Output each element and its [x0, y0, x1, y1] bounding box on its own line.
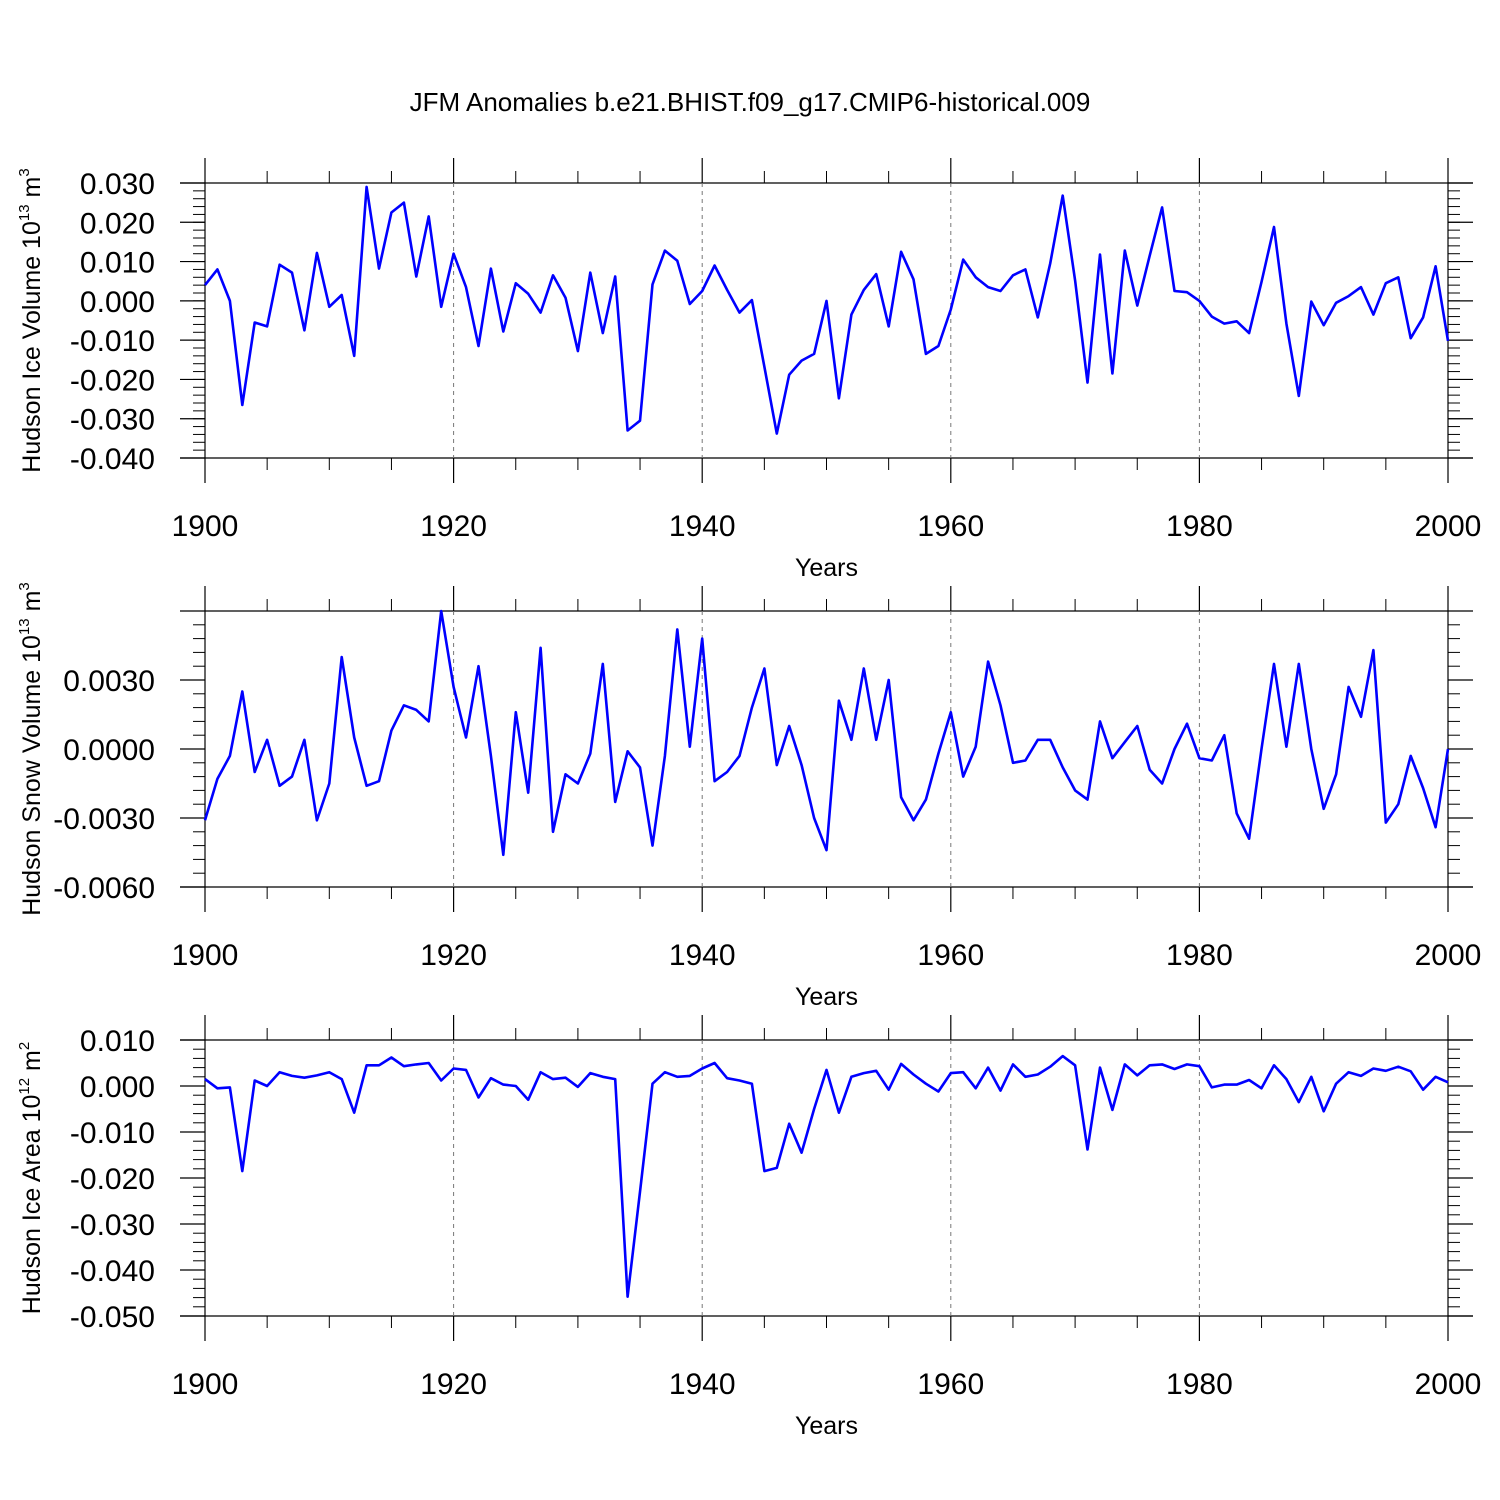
- x-tick-label: 1960: [917, 939, 984, 972]
- figure-title: JFM Anomalies b.e21.BHIST.f09_g17.CMIP6-…: [410, 87, 1091, 117]
- x-tick-label: 2000: [1415, 1368, 1482, 1401]
- x-tick-label: 1920: [420, 1368, 487, 1401]
- y-tick-label: 0.0030: [63, 665, 155, 698]
- y-tick-label: -0.010: [70, 1117, 155, 1150]
- y-axis-title-unit: m: [18, 591, 46, 619]
- y-axis-title-exponent: 13: [16, 618, 33, 635]
- x-tick-label: 1900: [172, 510, 239, 543]
- x-axis-title: Years: [795, 554, 858, 582]
- y-axis-title-unit-exponent: 2: [16, 1042, 33, 1050]
- series-line-ice-volume: [203, 185, 1450, 435]
- x-tick-label: 1900: [172, 1368, 239, 1401]
- y-axis-title: Hudson Ice Area 1012 m2: [16, 1042, 46, 1314]
- chart-panel-snow-volume: 1900 1920 1940 1960 1980 2000 0.0030 0.0000 -0.0…: [16, 582, 1481, 1011]
- y-tick-label: -0.040: [70, 1255, 155, 1288]
- y-axis-title-unit-exponent: 3: [16, 168, 33, 176]
- y-tick-label: -0.0060: [53, 872, 155, 905]
- x-tick-label: 2000: [1415, 510, 1482, 543]
- chart-panel-ice-area: 1900 1920 1940 1960 1980 2000 0.010 0.000 -0.010…: [16, 1015, 1481, 1440]
- y-tick-label: 0.0000: [63, 734, 155, 767]
- y-axis-title-unit: m: [18, 177, 46, 205]
- panels: 1900 1920 1940 1960 1980 2000 0.030 0.020 0.010 0…: [16, 158, 1481, 1440]
- x-tick-label: 1920: [420, 510, 487, 543]
- x-tick-label: 1940: [669, 939, 736, 972]
- x-tick-label: 2000: [1415, 939, 1482, 972]
- x-axis-title: Years: [795, 983, 858, 1011]
- x-tick-label: 1940: [669, 1368, 736, 1401]
- y-tick-label: 0.020: [80, 207, 155, 240]
- y-tick-label: -0.0030: [53, 803, 155, 836]
- x-tick-label: 1980: [1166, 1368, 1233, 1401]
- x-tick-label: 1920: [420, 939, 487, 972]
- y-axis-title-exponent: 13: [16, 204, 33, 221]
- y-tick-label: 0.000: [80, 1071, 155, 1104]
- y-tick-label: -0.030: [70, 1209, 155, 1242]
- x-tick-label: 1960: [917, 1368, 984, 1401]
- y-tick-label: -0.020: [70, 1163, 155, 1196]
- chart-panel-ice-volume: 1900 1920 1940 1960 1980 2000 0.030 0.020 0.010 0…: [16, 158, 1481, 582]
- y-axis-title-text: Hudson Snow Volume 10: [18, 635, 46, 916]
- y-tick-label: -0.010: [70, 325, 155, 358]
- y-axis-title: Hudson Snow Volume 1013 m3: [16, 582, 46, 916]
- x-tick-label: 1900: [172, 939, 239, 972]
- x-tick-label: 1980: [1166, 510, 1233, 543]
- y-axis-title-exponent: 12: [16, 1078, 33, 1095]
- y-tick-label: 0.000: [80, 286, 155, 319]
- y-tick-label: 0.010: [80, 247, 155, 280]
- x-axis-title: Years: [795, 1412, 858, 1440]
- y-axis-title-unit-exponent: 3: [16, 582, 33, 590]
- y-axis-title: Hudson Ice Volume 1013 m3: [16, 168, 46, 472]
- y-tick-label: 0.010: [80, 1025, 155, 1058]
- y-tick-label: -0.020: [70, 364, 155, 397]
- x-tick-label: 1960: [917, 510, 984, 543]
- y-axis-title-text: Hudson Ice Area 10: [18, 1095, 46, 1315]
- y-axis-title-unit: m: [18, 1050, 46, 1078]
- y-tick-label: -0.030: [70, 404, 155, 437]
- y-tick-label: 0.030: [80, 168, 155, 201]
- y-axis-title-text: Hudson Ice Volume 10: [18, 221, 46, 473]
- x-tick-label: 1940: [669, 510, 736, 543]
- y-tick-label: -0.040: [70, 443, 155, 476]
- x-tick-label: 1980: [1166, 939, 1233, 972]
- series-line-ice-area: [204, 1054, 1449, 1298]
- y-tick-label: -0.050: [70, 1301, 155, 1334]
- series-line-snow-volume: [203, 609, 1450, 857]
